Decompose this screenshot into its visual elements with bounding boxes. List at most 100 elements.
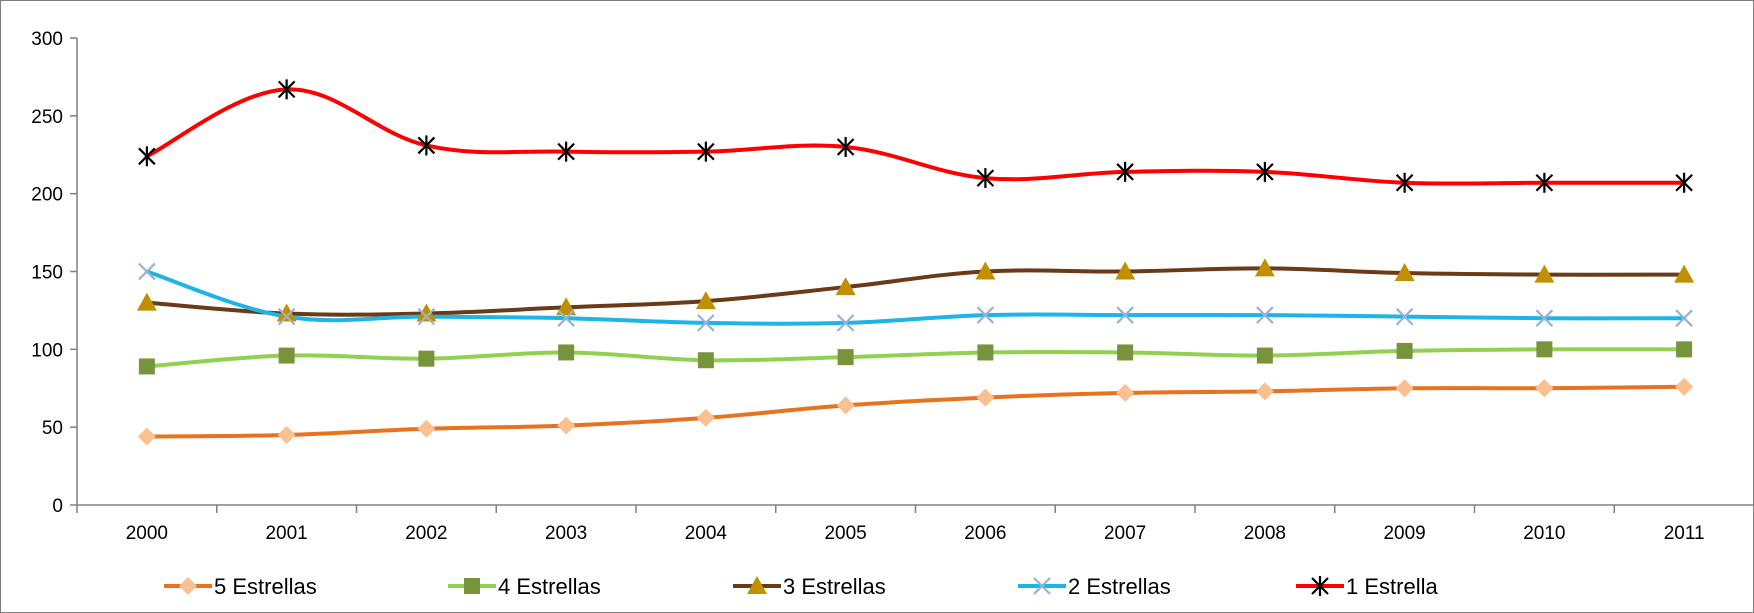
x-tick-label: 2009	[1383, 523, 1425, 544]
data-point	[836, 396, 855, 415]
data-point	[695, 291, 716, 310]
series-line-1	[144, 384, 1687, 439]
y-tick-label: 150	[31, 263, 63, 284]
data-point	[1535, 309, 1554, 327]
data-point	[138, 262, 156, 281]
legend-label: 5 Estrellas	[214, 574, 317, 599]
data-point	[277, 425, 296, 444]
data-point	[976, 168, 995, 189]
data-point	[558, 344, 575, 361]
data-point	[977, 344, 994, 361]
data-point	[1116, 161, 1134, 182]
data-point	[1674, 264, 1695, 283]
data-point	[1115, 261, 1136, 280]
y-tick-label: 300	[31, 29, 63, 50]
y-tick-label: 0	[52, 496, 63, 517]
legend-entry: 5 Estrellas	[164, 574, 317, 599]
y-tick-label: 250	[31, 107, 63, 128]
legend-entry: 1 Estrella	[1296, 574, 1438, 599]
legend-label: 1 Estrella	[1346, 574, 1438, 599]
x-tick-label: 2008	[1244, 523, 1286, 544]
data-point	[136, 292, 157, 311]
y-tick-label: 200	[31, 185, 63, 206]
y-tick-label: 50	[42, 418, 63, 439]
data-point	[696, 408, 715, 427]
x-tick-label: 2011	[1664, 523, 1705, 544]
legend-entry: 3 Estrellas	[733, 574, 886, 599]
data-point	[1676, 341, 1693, 358]
data-point	[417, 307, 436, 326]
series-line-3	[144, 266, 1687, 317]
series-line-2	[144, 347, 1687, 369]
data-point	[1535, 379, 1554, 398]
data-point	[697, 141, 715, 162]
data-point	[1675, 377, 1694, 396]
data-point	[138, 146, 156, 167]
data-point	[557, 416, 576, 435]
legend-entry: 2 Estrellas	[1018, 574, 1171, 599]
data-point	[835, 277, 856, 296]
data-point	[1256, 306, 1274, 324]
data-point	[1394, 263, 1415, 282]
data-point	[1395, 379, 1414, 398]
data-point	[976, 388, 995, 407]
data-point	[1534, 264, 1555, 283]
legend-marker	[179, 577, 197, 595]
x-tick-label: 2002	[405, 523, 447, 544]
x-tick-label: 2004	[685, 523, 728, 544]
legend-entry: 4 Estrellas	[448, 574, 601, 599]
data-point	[1254, 258, 1275, 277]
data-point	[418, 350, 435, 367]
legend-marker	[1033, 577, 1051, 595]
legend-marker	[464, 578, 480, 594]
data-point	[1675, 309, 1693, 327]
data-point	[1256, 347, 1273, 364]
series-line-5	[144, 87, 1687, 186]
x-tick-label: 2005	[824, 523, 866, 544]
data-point	[1396, 342, 1413, 359]
data-point	[1117, 344, 1134, 361]
data-point	[278, 347, 295, 364]
data-point	[1395, 172, 1414, 193]
data-point	[557, 309, 575, 327]
data-point	[976, 306, 995, 324]
x-tick-label: 2001	[265, 523, 307, 544]
data-point	[417, 419, 436, 438]
data-point	[1536, 341, 1553, 358]
legend-marker	[747, 576, 767, 594]
data-point	[1116, 383, 1135, 402]
data-point	[138, 358, 155, 375]
data-point	[1256, 161, 1274, 182]
x-tick-label: 2006	[964, 523, 1006, 544]
x-tick-label: 2007	[1104, 523, 1146, 544]
data-point	[836, 314, 855, 332]
data-point	[277, 307, 296, 326]
data-point	[975, 261, 996, 280]
data-point	[1395, 307, 1414, 326]
x-tick-label: 2010	[1523, 523, 1565, 544]
data-point	[557, 141, 575, 162]
data-point	[697, 314, 715, 332]
series-line-4	[144, 269, 1687, 326]
data-point	[416, 303, 437, 322]
data-point	[1116, 306, 1134, 324]
data-point	[1535, 172, 1554, 193]
x-tick-label: 2000	[126, 523, 168, 544]
data-point	[276, 303, 297, 322]
legend-label: 2 Estrellas	[1068, 574, 1171, 599]
legend-label: 3 Estrellas	[783, 574, 886, 599]
data-point	[277, 79, 296, 100]
data-point	[137, 427, 156, 446]
data-point	[836, 136, 855, 157]
data-point	[697, 352, 714, 369]
data-point	[837, 349, 854, 366]
legend-label: 4 Estrellas	[498, 574, 601, 599]
data-point	[417, 135, 436, 156]
data-point	[1675, 172, 1693, 193]
legend-marker	[1311, 576, 1329, 596]
data-point	[1255, 382, 1274, 401]
x-tick-label: 2003	[545, 523, 587, 544]
